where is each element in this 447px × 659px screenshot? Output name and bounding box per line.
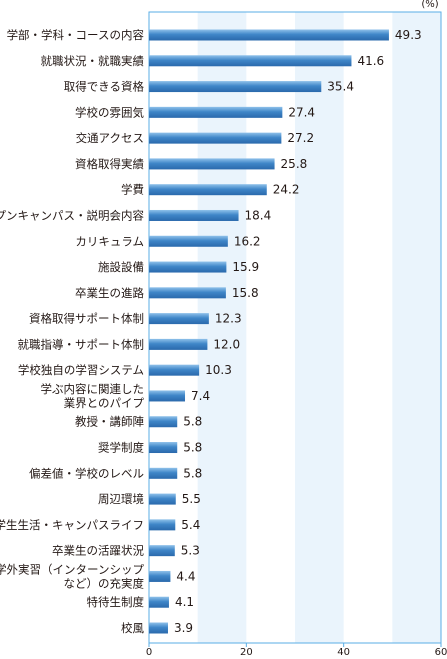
value-label: 15.8 bbox=[232, 286, 259, 300]
bar bbox=[149, 442, 178, 454]
bar bbox=[149, 29, 389, 41]
category-label: 校風 bbox=[121, 621, 144, 635]
grid-band bbox=[392, 12, 441, 643]
category-labels: 学部・学科・コースの内容就職状況・就職実績取得できる資格学校の雰囲気交通アクセス… bbox=[0, 28, 144, 635]
bar bbox=[149, 416, 178, 428]
x-tick-label: 60 bbox=[435, 647, 447, 658]
category-label: 周辺環境 bbox=[98, 492, 144, 506]
value-label: 10.3 bbox=[205, 363, 232, 377]
bar bbox=[149, 390, 186, 402]
bar bbox=[149, 158, 275, 170]
category-label: 学生生活・キャンパスライフ bbox=[0, 518, 144, 532]
category-label: 就職指導・サポート体制 bbox=[18, 337, 145, 351]
value-label: 3.9 bbox=[174, 621, 193, 635]
category-label: 学校の雰囲気 bbox=[75, 105, 144, 119]
bar bbox=[149, 519, 176, 531]
bar bbox=[149, 235, 228, 247]
unit-label: (%) bbox=[421, 0, 438, 10]
bar bbox=[149, 55, 352, 67]
value-label: 5.8 bbox=[183, 441, 202, 455]
bar bbox=[149, 338, 208, 350]
value-label: 49.3 bbox=[395, 28, 422, 42]
category-label: 取得できる資格 bbox=[64, 80, 145, 94]
grid-bands bbox=[197, 12, 441, 643]
category-label: 交通アクセス bbox=[76, 131, 144, 145]
value-label: 41.6 bbox=[357, 54, 384, 68]
bar bbox=[149, 493, 176, 505]
value-label: 7.4 bbox=[191, 389, 210, 403]
bar bbox=[149, 261, 227, 273]
category-label: 就職状況・就職実績 bbox=[41, 54, 145, 68]
category-label: 資格取得実績 bbox=[75, 157, 144, 171]
value-label: 15.9 bbox=[232, 260, 259, 274]
category-label: 施設設備 bbox=[98, 260, 144, 274]
bar bbox=[149, 622, 168, 634]
x-tick-label: 20 bbox=[240, 647, 253, 658]
category-label: オープンキャンパス・説明会内容 bbox=[0, 208, 144, 222]
value-label: 5.4 bbox=[181, 518, 200, 532]
category-label: 学校独自の学習システム bbox=[18, 363, 144, 377]
x-tick-label: 40 bbox=[337, 647, 350, 658]
value-label: 35.4 bbox=[327, 80, 354, 94]
bars-group bbox=[149, 29, 389, 634]
x-tick-label: 0 bbox=[146, 647, 152, 658]
grid-band bbox=[197, 12, 247, 643]
bar bbox=[149, 313, 209, 325]
value-label: 5.8 bbox=[183, 466, 202, 480]
value-labels: 49.3 41.635.4 27.4 27.2 25.8 24.218.4 16.2 15.9… bbox=[174, 28, 422, 635]
value-label: 27.2 bbox=[287, 131, 314, 145]
category-label: 資格取得サポート体制 bbox=[29, 312, 144, 326]
bar bbox=[149, 570, 171, 582]
grid-band bbox=[295, 12, 344, 643]
value-label: 18.4 bbox=[245, 208, 272, 222]
category-label: 卒業生の活躍状況 bbox=[52, 544, 144, 558]
category-label: 学部・学科・コースの内容 bbox=[7, 28, 145, 42]
value-label: 25.8 bbox=[281, 157, 308, 171]
value-label: 12.0 bbox=[213, 337, 240, 351]
category-label: 特待生制度 bbox=[87, 595, 145, 609]
category-label: カリキュラム bbox=[75, 234, 144, 248]
value-label: 16.2 bbox=[234, 234, 261, 248]
category-label: 偏差値・学校のレベル bbox=[29, 466, 144, 480]
category-label: 教授・講師陣 bbox=[75, 415, 144, 429]
bar bbox=[149, 545, 175, 557]
bar bbox=[149, 132, 282, 144]
value-label: 4.1 bbox=[175, 595, 194, 609]
value-label: 5.8 bbox=[183, 415, 202, 429]
value-label: 24.2 bbox=[273, 183, 300, 197]
bar bbox=[149, 209, 239, 221]
value-label: 12.3 bbox=[215, 312, 242, 326]
category-label: 学外実習（インターンシップなど）の充実度 bbox=[0, 562, 144, 590]
x-axis: 0 20 40 60 bbox=[146, 643, 447, 658]
value-label: 4.4 bbox=[176, 569, 195, 583]
category-label: 学費 bbox=[121, 183, 144, 197]
value-label: 5.5 bbox=[182, 492, 201, 506]
value-label: 5.3 bbox=[181, 544, 200, 558]
plot-frame bbox=[148, 11, 442, 644]
bar bbox=[149, 184, 267, 196]
category-label: 奨学制度 bbox=[98, 441, 144, 455]
bar bbox=[149, 106, 283, 118]
category-label: 学ぶ内容に関連した業界とのパイプ bbox=[41, 382, 145, 410]
bar bbox=[149, 467, 178, 479]
bar bbox=[149, 81, 322, 93]
bar bbox=[149, 287, 226, 299]
bar bbox=[149, 364, 200, 376]
category-label: 卒業生の進路 bbox=[75, 286, 144, 300]
value-label: 27.4 bbox=[288, 105, 315, 119]
bar bbox=[149, 596, 169, 608]
